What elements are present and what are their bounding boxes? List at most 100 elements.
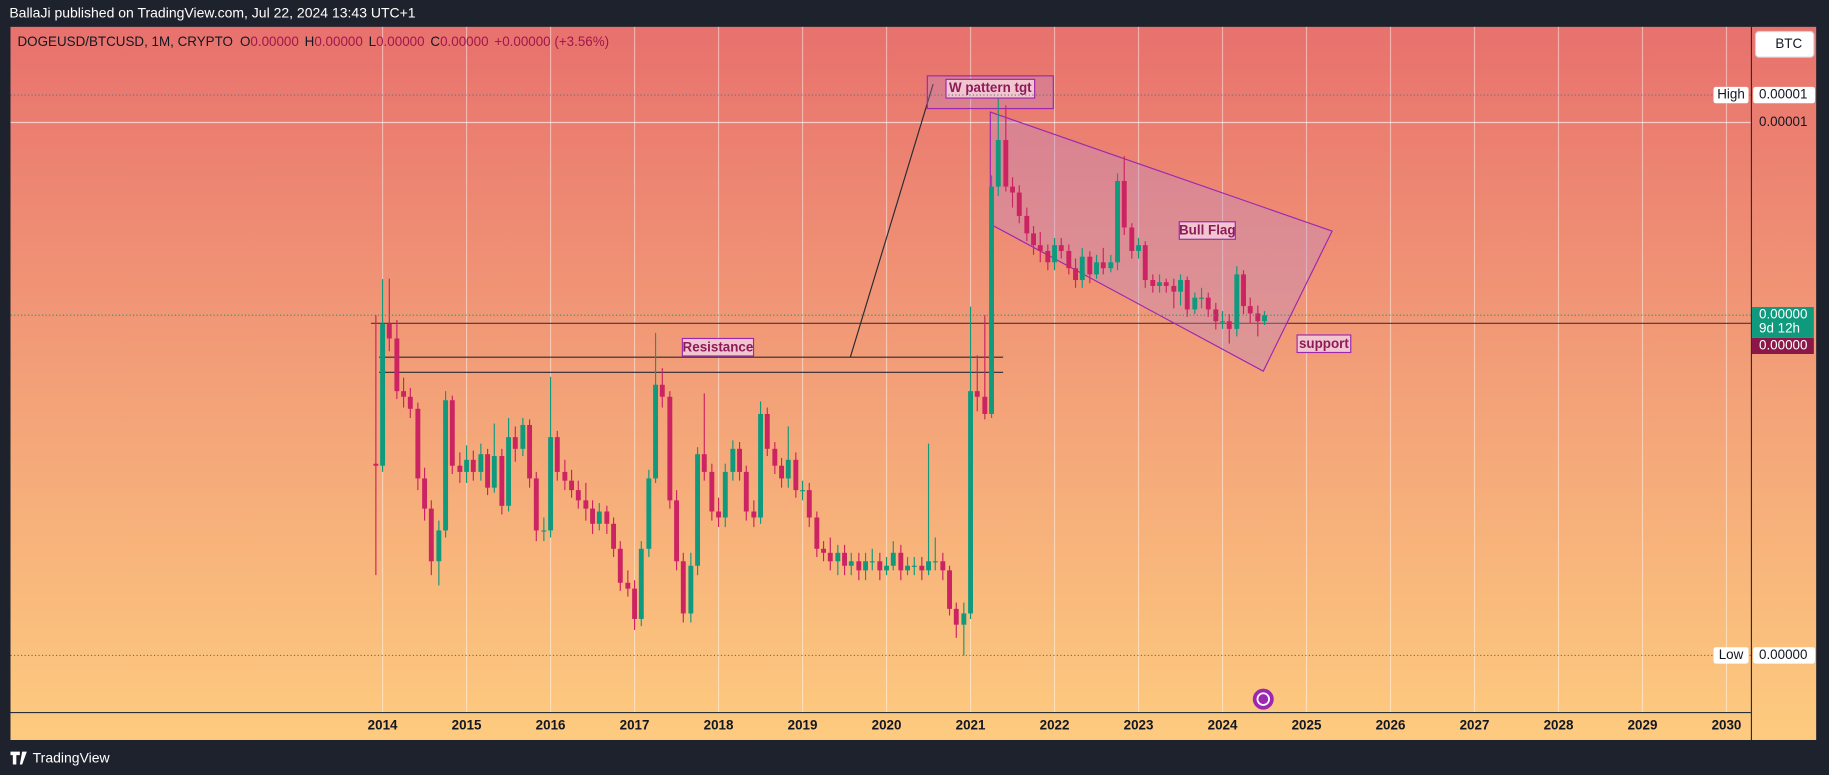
- chart-background: [10, 26, 1817, 740]
- event-icon[interactable]: [1252, 688, 1274, 710]
- candle-body: [932, 561, 938, 563]
- candle-body: [1157, 282, 1162, 286]
- candle-body: [457, 465, 463, 472]
- candle-body: [1171, 285, 1177, 292]
- candle-body: [1121, 180, 1127, 228]
- candle-body: [407, 396, 413, 409]
- candle-body: [1234, 274, 1240, 329]
- currency-label[interactable]: BTC: [1775, 36, 1802, 51]
- candle-body: [1205, 297, 1211, 310]
- candle-body: [422, 478, 428, 509]
- candle-body: [632, 588, 638, 619]
- x-tick-label: 2019: [788, 718, 818, 733]
- candle-body: [995, 139, 1001, 187]
- candle-body: [611, 523, 617, 549]
- candle-body: [1226, 321, 1232, 329]
- candle-body: [617, 548, 623, 583]
- candle-body: [1094, 262, 1099, 275]
- candle-body: [716, 511, 722, 518]
- candle-body: [1073, 268, 1078, 281]
- overlay: 2014 2015 2016 2017 2018 2019 2020 2021 2022 2023…: [10, 87, 1816, 733]
- annotation-box: [945, 78, 1036, 99]
- candle-body: [436, 530, 442, 562]
- candle-body: [730, 448, 736, 472]
- candle-body: [415, 408, 421, 479]
- candle-body: [590, 508, 596, 524]
- candle-body: [827, 552, 833, 562]
- candle-body: [562, 471, 568, 481]
- candle-body: [470, 459, 476, 472]
- legend-key: C: [430, 34, 440, 49]
- candle-body: [625, 582, 631, 589]
- candle-body: [1115, 180, 1120, 263]
- annotation-box: [1296, 334, 1352, 354]
- candle-body: [1220, 321, 1225, 323]
- legend-key: L: [369, 34, 377, 49]
- candle-body: [1255, 313, 1261, 322]
- annotation: Bull Flag: [1179, 223, 1236, 238]
- x-tick-label: 2023: [1124, 718, 1154, 733]
- annotation: W pattern tgt: [949, 80, 1032, 95]
- candle-body: [1031, 233, 1036, 246]
- x-tick-label: 2014: [368, 718, 398, 733]
- candle-body: [1052, 245, 1057, 263]
- candle-body: [653, 384, 659, 479]
- candle-body: [583, 500, 589, 509]
- candle-body: [443, 400, 449, 531]
- candle-body: [898, 552, 904, 571]
- x-tick-label: 2016: [536, 718, 566, 733]
- candle-body: [1213, 309, 1219, 322]
- marker-value: 0.00000: [1759, 647, 1807, 662]
- candle-body: [1178, 280, 1183, 292]
- annotation-box: [1178, 221, 1236, 240]
- legend-value: 0.00000: [376, 34, 424, 49]
- candle-body: [884, 565, 890, 571]
- annotation: Resistance: [683, 339, 754, 354]
- candle-body: [1045, 250, 1051, 263]
- candle-body: [1079, 256, 1085, 281]
- annotation: support: [1299, 336, 1349, 351]
- candle-body: [1192, 297, 1198, 310]
- brand-logo: [10, 751, 27, 765]
- x-tick-label: 2028: [1544, 718, 1574, 733]
- candle-body: [1010, 186, 1015, 193]
- candle-body: [485, 454, 491, 488]
- candle-body: [506, 437, 512, 506]
- candle-body: [1066, 250, 1072, 269]
- candle-body: [947, 570, 952, 609]
- candle-body: [1136, 245, 1141, 251]
- candle-body: [890, 552, 896, 566]
- candle-body: [940, 561, 946, 571]
- x-tick-label: 2022: [1040, 718, 1070, 733]
- candle-body: [386, 323, 392, 339]
- candle-body: [821, 548, 827, 553]
- x-tick-label: 2025: [1292, 718, 1322, 733]
- candle-body: [1108, 262, 1114, 269]
- legend-value: 0.00000: [440, 34, 488, 49]
- candle-body: [793, 459, 799, 491]
- prev-close-value: 0.00000: [1759, 337, 1807, 352]
- candle-body: [674, 500, 680, 562]
- candle-body: [842, 552, 848, 566]
- candle-body: [1262, 315, 1267, 322]
- prev-close-tag: [1752, 337, 1814, 355]
- candle-body: [989, 186, 994, 414]
- annotation-box: [681, 337, 755, 357]
- candle-body: [1184, 280, 1190, 310]
- candle-body: [1100, 262, 1106, 269]
- candle-body: [743, 471, 749, 512]
- candle-body: [709, 471, 715, 512]
- candles: [373, 95, 1267, 656]
- candle-body: [373, 463, 379, 466]
- x-tick-label: 2026: [1376, 718, 1406, 733]
- candle-body: [919, 565, 925, 571]
- marker-value-tag: [1753, 647, 1816, 664]
- marker-label: High: [1717, 87, 1745, 102]
- last-price-value: 0.00000: [1759, 307, 1807, 322]
- candle-body: [520, 424, 526, 449]
- candle-body: [1241, 274, 1246, 307]
- candle-body: [737, 448, 743, 472]
- candle-body: [764, 413, 770, 449]
- currency-button[interactable]: [1754, 30, 1815, 58]
